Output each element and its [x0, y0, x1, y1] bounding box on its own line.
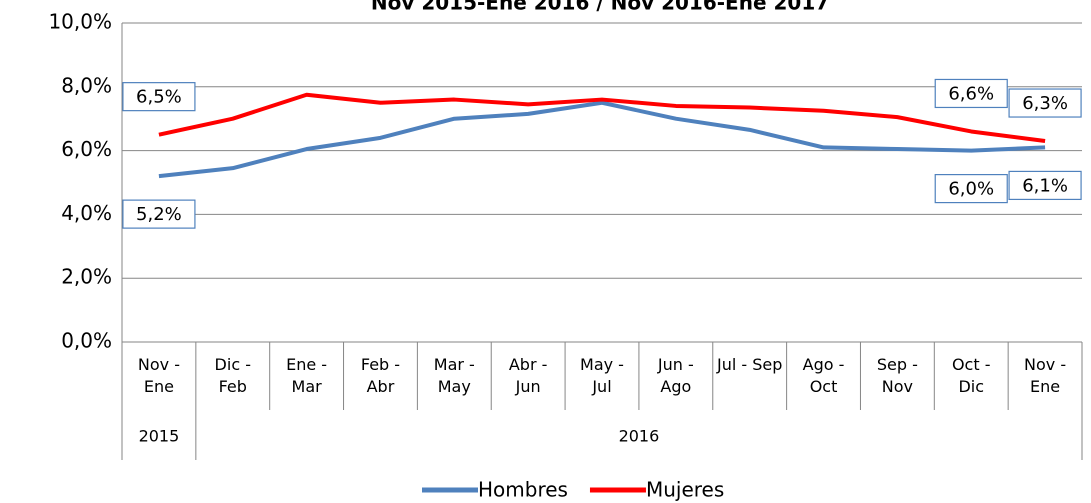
x-tick-label: Ene - Mar — [286, 355, 328, 396]
x-tick-label: Nov - Ene — [137, 355, 180, 396]
value-label-box — [1008, 170, 1082, 201]
group-label: 2015 — [139, 427, 180, 446]
value-label: 6,6% — [948, 83, 994, 104]
x-tick-label: Jul - Sep — [716, 355, 783, 374]
y-tick-label: 2,0% — [61, 265, 112, 289]
value-label-box — [934, 174, 1008, 204]
y-tick-label: 0,0% — [61, 329, 112, 353]
x-tick-label: Dic - Feb — [214, 355, 251, 396]
y-tick-label: 10,0% — [48, 10, 112, 34]
x-tick-label: Ago - Oct — [802, 355, 845, 396]
y-tick-label: 4,0% — [61, 201, 112, 225]
x-tick-label: Mar - May — [433, 355, 475, 396]
y-tick-label: 8,0% — [61, 73, 112, 97]
value-label-box — [1008, 88, 1082, 118]
x-tick-label: Feb - Abr — [360, 355, 401, 396]
x-tick-label: Sep - Nov — [876, 355, 918, 396]
value-label-box — [934, 78, 1008, 109]
x-tick-label: Nov - Ene — [1024, 355, 1067, 396]
x-tick-label: Jun - Ago — [657, 355, 694, 396]
chart-title: Nov 2015-Ene 2016 / Nov 2016-Ene 2017 — [371, 0, 829, 15]
value-label: 6,1% — [1022, 175, 1068, 196]
value-label-box — [122, 199, 196, 229]
legend-label: Hombres — [478, 478, 568, 502]
value-label: 5,2% — [136, 204, 182, 225]
value-label: 6,5% — [136, 87, 182, 108]
value-label-box — [122, 82, 196, 112]
y-tick-label: 6,0% — [61, 137, 112, 161]
group-label: 2016 — [619, 427, 660, 446]
x-tick-label: Oct - Dic — [951, 355, 991, 396]
value-label: 6,0% — [948, 179, 994, 200]
value-label: 6,3% — [1022, 93, 1068, 114]
x-tick-label: May - Jul — [580, 355, 624, 396]
legend-label: Mujeres — [646, 478, 724, 502]
x-tick-label: Abr - Jun — [508, 355, 548, 396]
series-line — [158, 100, 1046, 179]
series-line — [158, 92, 1046, 144]
